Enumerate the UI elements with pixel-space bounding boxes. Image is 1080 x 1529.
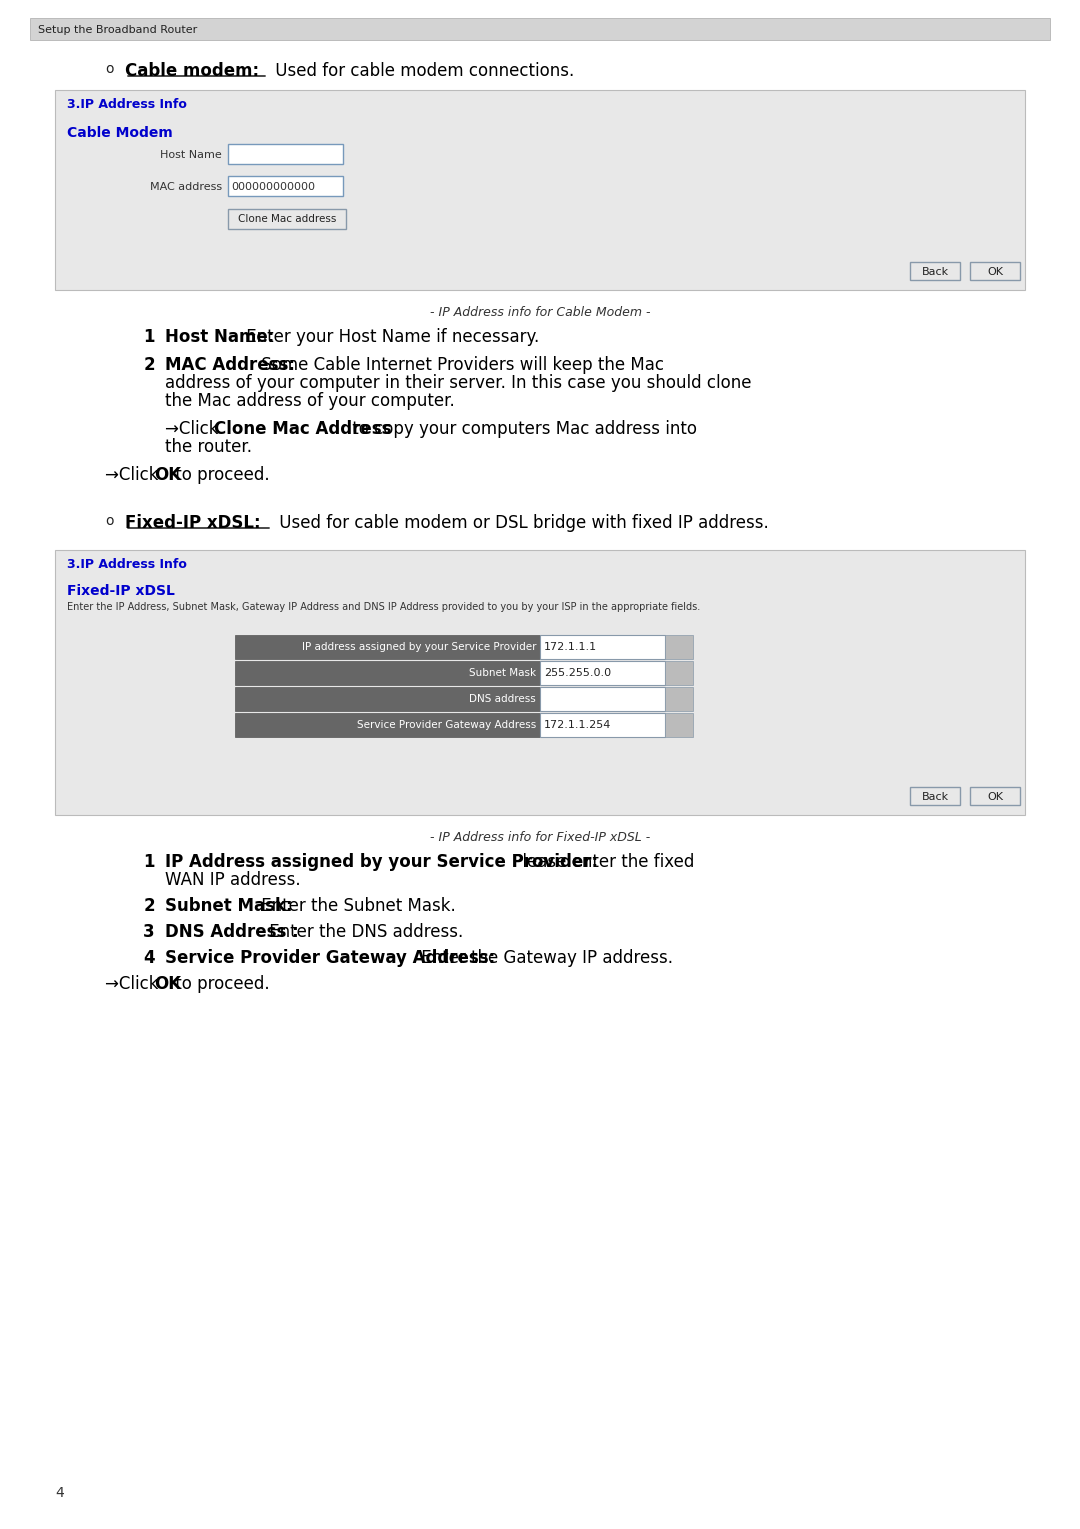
- FancyBboxPatch shape: [235, 687, 540, 711]
- Text: Enter the Gateway IP address.: Enter the Gateway IP address.: [416, 950, 673, 966]
- Text: - IP Address info for Cable Modem -: - IP Address info for Cable Modem -: [430, 306, 650, 320]
- FancyBboxPatch shape: [235, 635, 540, 659]
- FancyBboxPatch shape: [228, 176, 343, 196]
- Text: Cable Modem: Cable Modem: [67, 125, 173, 141]
- Text: Clone Mac Address: Clone Mac Address: [214, 420, 391, 437]
- FancyBboxPatch shape: [540, 635, 665, 659]
- FancyBboxPatch shape: [228, 209, 346, 229]
- FancyBboxPatch shape: [910, 787, 960, 804]
- Text: OK: OK: [987, 792, 1003, 803]
- Text: →Click: →Click: [165, 420, 224, 437]
- FancyBboxPatch shape: [665, 661, 693, 685]
- Text: address of your computer in their server. In this case you should clone: address of your computer in their server…: [165, 375, 752, 391]
- Text: Subnet Mask: Subnet Mask: [469, 668, 536, 677]
- FancyBboxPatch shape: [970, 787, 1020, 804]
- Text: 172.1.1.1: 172.1.1.1: [544, 642, 597, 651]
- Text: Enter the Subnet Mask.: Enter the Subnet Mask.: [256, 898, 456, 914]
- Text: Some Cable Internet Providers will keep the Mac: Some Cable Internet Providers will keep …: [256, 356, 664, 375]
- Text: - IP Address info for Fixed-IP xDSL -: - IP Address info for Fixed-IP xDSL -: [430, 830, 650, 844]
- Text: IP Address assigned by your Service Provider:: IP Address assigned by your Service Prov…: [165, 853, 598, 872]
- Text: Enter the IP Address, Subnet Mask, Gateway IP Address and DNS IP Address provide: Enter the IP Address, Subnet Mask, Gatew…: [67, 602, 700, 612]
- Text: 3.IP Address Info: 3.IP Address Info: [67, 98, 187, 110]
- FancyBboxPatch shape: [55, 90, 1025, 291]
- Text: 255.255.0.0: 255.255.0.0: [544, 668, 611, 677]
- Text: Please enter the fixed: Please enter the fixed: [507, 853, 694, 872]
- Text: to proceed.: to proceed.: [170, 976, 269, 992]
- Text: Service Provider Gateway Address: Service Provider Gateway Address: [356, 720, 536, 729]
- Text: OK: OK: [154, 466, 181, 485]
- Text: o: o: [105, 514, 113, 528]
- Text: IP address assigned by your Service Provider: IP address assigned by your Service Prov…: [301, 642, 536, 651]
- Text: Back: Back: [921, 792, 948, 803]
- FancyBboxPatch shape: [665, 635, 693, 659]
- FancyBboxPatch shape: [540, 713, 665, 737]
- Text: 2: 2: [144, 898, 156, 914]
- Text: to copy your computers Mac address into: to copy your computers Mac address into: [347, 420, 697, 437]
- Text: →Click: →Click: [105, 466, 164, 485]
- Text: Cable modem:: Cable modem:: [125, 63, 259, 80]
- Text: Enter your Host Name if necessary.: Enter your Host Name if necessary.: [241, 329, 539, 346]
- Text: WAN IP address.: WAN IP address.: [165, 872, 300, 888]
- Text: →Click: →Click: [105, 976, 164, 992]
- Text: 1: 1: [144, 329, 156, 346]
- Text: MAC address: MAC address: [150, 182, 222, 193]
- Text: Clone Mac address: Clone Mac address: [238, 214, 336, 225]
- Text: 172.1.1.254: 172.1.1.254: [544, 720, 611, 729]
- Text: 3.IP Address Info: 3.IP Address Info: [67, 558, 187, 570]
- Text: Back: Back: [921, 268, 948, 277]
- Text: 1: 1: [144, 853, 156, 872]
- Text: DNS address: DNS address: [469, 694, 536, 703]
- Text: Subnet Mask:: Subnet Mask:: [165, 898, 293, 914]
- Text: o: o: [105, 63, 113, 76]
- Text: Used for cable modem connections.: Used for cable modem connections.: [270, 63, 575, 80]
- Text: 3: 3: [144, 924, 156, 940]
- Text: the router.: the router.: [165, 437, 252, 456]
- FancyBboxPatch shape: [55, 550, 1025, 815]
- FancyBboxPatch shape: [235, 713, 540, 737]
- FancyBboxPatch shape: [665, 687, 693, 711]
- Text: Service Provider Gateway Address:: Service Provider Gateway Address:: [165, 950, 496, 966]
- Text: OK: OK: [154, 976, 181, 992]
- FancyBboxPatch shape: [970, 261, 1020, 280]
- FancyBboxPatch shape: [30, 18, 1050, 40]
- Text: Fixed-IP xDSL: Fixed-IP xDSL: [67, 584, 175, 598]
- FancyBboxPatch shape: [540, 661, 665, 685]
- Text: Used for cable modem or DSL bridge with fixed IP address.: Used for cable modem or DSL bridge with …: [274, 514, 769, 532]
- FancyBboxPatch shape: [228, 144, 343, 164]
- Text: 4: 4: [55, 1486, 64, 1500]
- Text: Host Name:: Host Name:: [165, 329, 274, 346]
- FancyBboxPatch shape: [540, 687, 665, 711]
- Text: to proceed.: to proceed.: [170, 466, 269, 485]
- Text: 4: 4: [144, 950, 156, 966]
- Text: OK: OK: [987, 268, 1003, 277]
- FancyBboxPatch shape: [910, 261, 960, 280]
- Text: Setup the Broadband Router: Setup the Broadband Router: [38, 24, 198, 35]
- Text: Enter the DNS address.: Enter the DNS address.: [264, 924, 463, 940]
- Text: the Mac address of your computer.: the Mac address of your computer.: [165, 391, 455, 410]
- Text: MAC Address:: MAC Address:: [165, 356, 295, 375]
- Text: Host Name: Host Name: [160, 150, 222, 161]
- FancyBboxPatch shape: [235, 661, 540, 685]
- Text: 2: 2: [144, 356, 156, 375]
- Text: DNS Address :: DNS Address :: [165, 924, 299, 940]
- FancyBboxPatch shape: [665, 713, 693, 737]
- Text: Fixed-IP xDSL:: Fixed-IP xDSL:: [125, 514, 260, 532]
- Text: 000000000000: 000000000000: [231, 182, 315, 193]
